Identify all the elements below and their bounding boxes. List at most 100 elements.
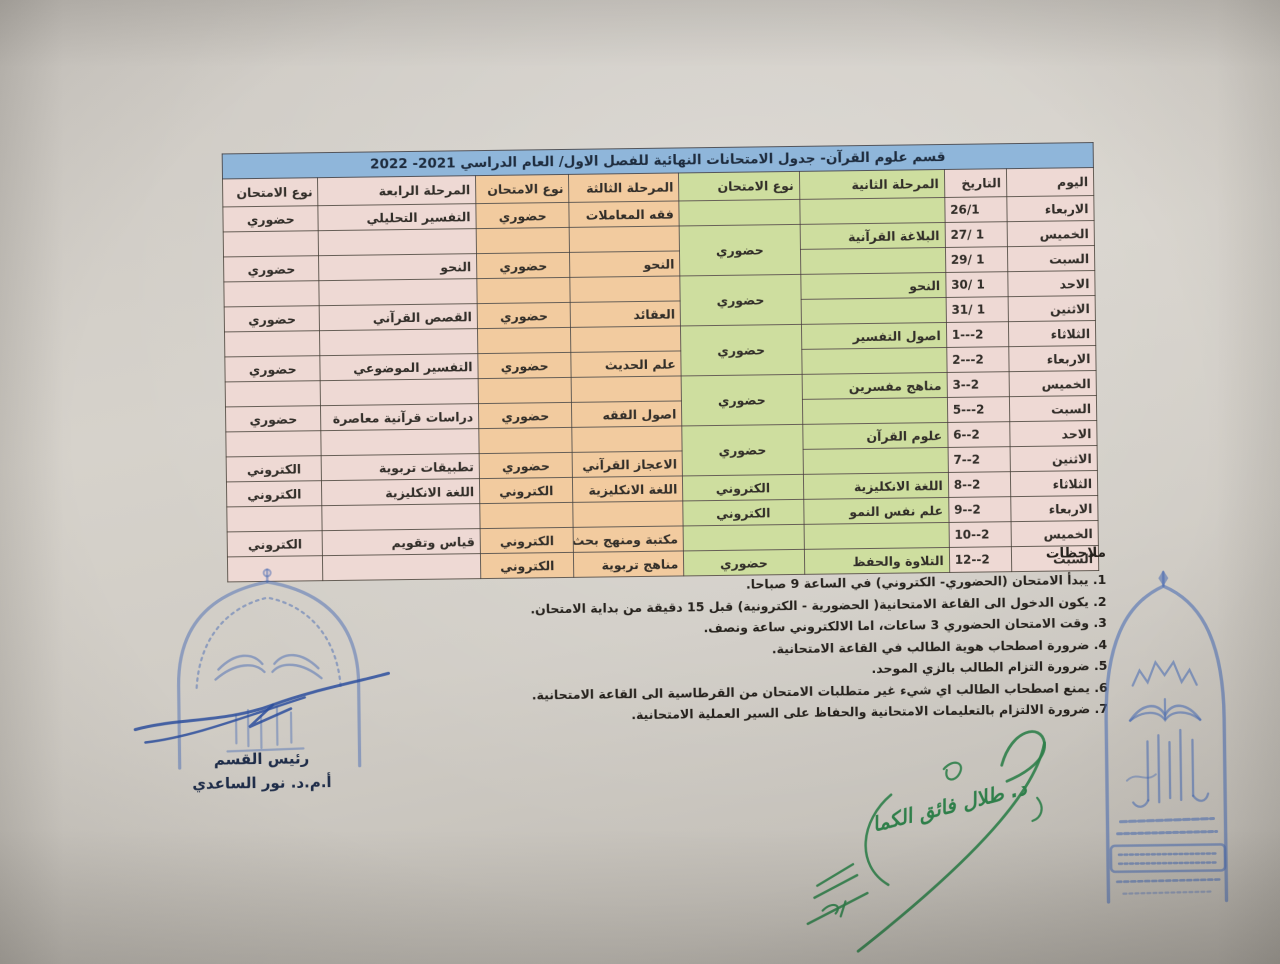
cell-stage3-type bbox=[478, 377, 572, 404]
cell-stage3 bbox=[569, 225, 680, 253]
cell-date: 31/ 1 bbox=[945, 296, 1009, 323]
left-signature-block: رئيس القسم أ.م.د. نور الساعدي bbox=[151, 746, 372, 797]
cell-stage4-type: الكتروني bbox=[226, 455, 322, 482]
cell-stage4 bbox=[318, 228, 477, 256]
cell-date: 5---2 bbox=[947, 396, 1010, 423]
cell-stage3-type: حضوري bbox=[478, 402, 573, 429]
cell-stage4: دراسات قرآنية معاصرة bbox=[320, 403, 479, 431]
cell-day: الاحد bbox=[1009, 420, 1098, 447]
cell-date: 3--2 bbox=[946, 371, 1010, 398]
cell-stage3-type: حضوري bbox=[477, 352, 572, 379]
cell-stage3 bbox=[573, 500, 684, 528]
cell-stage4-type bbox=[225, 380, 321, 407]
cell-stage3-type: حضوري bbox=[479, 452, 573, 479]
header-stage4-type: نوع الامتحان bbox=[222, 177, 319, 207]
cell-stage2-type: حضوري bbox=[681, 374, 803, 426]
exam-table-body: الاربعاء 26/1 فقه المعاملات حضوري التفسير ال… bbox=[222, 195, 1099, 582]
cell-day: الاثنين bbox=[1009, 445, 1098, 472]
cell-stage2 bbox=[799, 197, 945, 225]
cell-stage4 bbox=[321, 428, 480, 456]
notes-section: ملاحظات 1. يبدأ الامتحان (الحضوري- الكتر… bbox=[510, 542, 1108, 728]
cell-date: 26/1 bbox=[944, 196, 1008, 223]
cell-stage2: البلاغة القرآنية bbox=[799, 222, 946, 250]
cell-date: 27/ 1 bbox=[944, 221, 1008, 248]
cell-date: 9--2 bbox=[948, 496, 1011, 523]
cell-stage2: النحو bbox=[800, 272, 946, 300]
cell-stage3: علم الحديث bbox=[571, 350, 682, 378]
cell-date: 1---2 bbox=[946, 321, 1009, 348]
cell-stage2-type: حضوري bbox=[679, 224, 801, 276]
cell-stage2 bbox=[801, 347, 947, 375]
cell-date: 30/ 1 bbox=[945, 271, 1009, 298]
cell-stage3-type bbox=[478, 427, 573, 454]
left-signature-title: رئيس القسم bbox=[213, 749, 310, 769]
header-stage3: المرحلة الثالثة bbox=[568, 172, 680, 203]
left-signature-name: أ.م.د. نور الساعدي bbox=[192, 773, 332, 793]
cell-day: الثلاثاء bbox=[1010, 470, 1098, 497]
cell-stage4-type: حضوري bbox=[222, 205, 319, 232]
cell-stage2 bbox=[800, 297, 947, 325]
cell-stage3: النحو bbox=[569, 250, 681, 278]
cell-stage4-type bbox=[223, 230, 319, 257]
cell-day: الخميس bbox=[1007, 220, 1095, 247]
cell-stage3 bbox=[570, 325, 682, 353]
cell-stage4-type bbox=[224, 330, 321, 357]
cell-stage3-type bbox=[476, 277, 571, 304]
cell-day: السبت bbox=[1009, 395, 1097, 422]
cell-stage4: النحو bbox=[318, 253, 477, 281]
cell-stage4: تطبيقات تربوية bbox=[321, 453, 480, 481]
cell-stage4-type: حضوري bbox=[225, 405, 322, 432]
cell-date: 8--2 bbox=[948, 471, 1011, 498]
cell-day: الاربعاء bbox=[1008, 345, 1097, 372]
cell-date: 2---2 bbox=[946, 346, 1009, 373]
cell-stage3 bbox=[570, 275, 681, 303]
cell-stage2 bbox=[801, 397, 948, 425]
cell-stage4-type: حضوري bbox=[224, 355, 321, 382]
cell-stage2 bbox=[802, 447, 949, 475]
cell-stage2: علوم القرآن bbox=[802, 422, 948, 450]
cell-stage4 bbox=[319, 278, 478, 306]
header-day: اليوم bbox=[1006, 167, 1094, 197]
cell-stage4-type: حضوري bbox=[223, 255, 320, 282]
cell-stage3 bbox=[572, 425, 683, 453]
exam-schedule-table: قسم علوم القرآن- جدول الامتحانات النهائي… bbox=[222, 142, 1100, 582]
cell-stage3 bbox=[571, 375, 682, 403]
cell-day: الاربعاء bbox=[1010, 495, 1099, 522]
cell-stage3-type: حضوري bbox=[477, 302, 571, 329]
cell-stage2: اصول التفسير bbox=[800, 322, 947, 350]
cell-stage4 bbox=[320, 378, 479, 406]
cell-day: الاحد bbox=[1007, 270, 1096, 297]
cell-stage4-type bbox=[225, 430, 322, 457]
cell-stage3-type: الكتروني bbox=[479, 477, 574, 504]
cell-stage3: اصول الفقه bbox=[571, 400, 683, 428]
stamp-left-icon bbox=[133, 568, 390, 770]
header-stage4: المرحلة الرابعة bbox=[317, 175, 476, 206]
cell-stage4-type: الكتروني bbox=[226, 480, 323, 507]
signature-green-icon bbox=[806, 730, 1046, 953]
cell-stage2: علم نفس النمو bbox=[803, 497, 949, 525]
cell-stage2-type: الكتروني bbox=[683, 499, 804, 526]
cell-stage2: اللغة الانكليزية bbox=[802, 472, 949, 500]
cell-stage4-type: حضوري bbox=[224, 305, 320, 332]
cell-stage4 bbox=[322, 503, 481, 531]
cell-stage4-type bbox=[226, 505, 323, 532]
cell-stage4-type bbox=[223, 280, 320, 307]
cell-stage2-type: حضوري bbox=[680, 324, 802, 376]
cell-stage2-type: الكتروني bbox=[682, 474, 804, 501]
cell-stage2 bbox=[800, 247, 946, 275]
header-stage2: المرحلة الثانية bbox=[798, 169, 945, 200]
cell-day: الثلاثاء bbox=[1008, 320, 1096, 347]
cell-date: 29/ 1 bbox=[945, 246, 1008, 273]
cell-stage2-type: حضوري bbox=[680, 274, 801, 326]
cell-day: الخميس bbox=[1008, 370, 1097, 397]
cell-stage3: الاعجاز القرآني bbox=[572, 450, 683, 478]
cell-stage2: مناهج مفسرين bbox=[801, 372, 948, 400]
cell-stage3: العقائد bbox=[570, 300, 681, 328]
cell-stage2-type bbox=[679, 199, 800, 226]
cell-date: 7--2 bbox=[947, 446, 1011, 473]
cell-stage3: اللغة الانكليزية bbox=[572, 475, 684, 503]
cell-date: 6--2 bbox=[947, 421, 1010, 448]
stamp-right-icon bbox=[1104, 570, 1229, 904]
